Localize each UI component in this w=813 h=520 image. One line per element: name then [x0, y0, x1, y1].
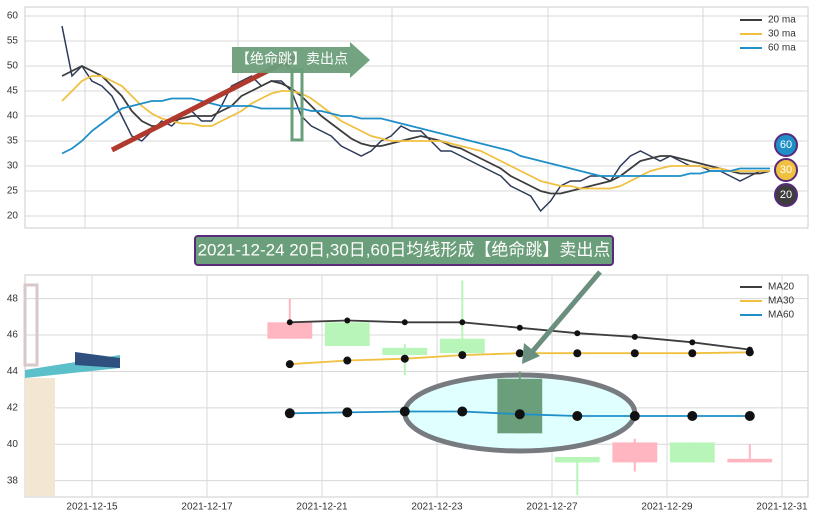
ma-dot — [459, 319, 466, 326]
end-badge — [774, 183, 798, 207]
ma-dot — [574, 330, 581, 337]
y-tick-label: 25 — [7, 186, 19, 197]
end-badge — [774, 158, 798, 182]
y-tick-label: 35 — [7, 136, 19, 147]
x-tick-label: 2021-12-15 — [66, 502, 118, 513]
end-badge — [774, 133, 798, 157]
y-tick-label: 44 — [7, 366, 19, 377]
ma-dot — [689, 339, 696, 346]
candle-body — [497, 378, 543, 434]
ma-line — [61, 75, 770, 190]
candle-body — [267, 322, 313, 339]
x-tick-label: 2021-12-21 — [296, 502, 348, 513]
ma-dot — [285, 360, 294, 369]
decor — [23, 283, 120, 496]
legend-label: MA30 — [768, 296, 795, 307]
x-tick-label: 2021-12-29 — [641, 502, 693, 513]
y-tick-label: 20 — [7, 211, 19, 222]
y-tick-label: 38 — [7, 475, 19, 486]
y-tick-label: 55 — [7, 36, 19, 47]
top-plot-area — [24, 6, 809, 229]
candle-body — [439, 338, 485, 354]
top-chart: 20 25 30 35 40 45 50 55 60 20 ma 30 ma 60 ma 60 30 20 — [7, 11, 808, 222]
bottom-plot-area — [24, 274, 809, 498]
candle-body — [669, 442, 715, 463]
y-tick-label: 40 — [7, 439, 19, 450]
ma-dot — [631, 333, 638, 340]
ma-dot — [629, 411, 640, 422]
candle-body — [324, 322, 370, 346]
ladder — [23, 283, 39, 367]
y-tick-label: 46 — [7, 330, 19, 341]
ma-dot — [744, 411, 755, 422]
candle-body — [727, 458, 773, 463]
top-annotation: 【绝命跳】卖出点 — [110, 42, 370, 153]
y-tick-label: 50 — [7, 61, 19, 72]
x-tick-label: 2021-12-23 — [411, 502, 463, 513]
y-tick-label: 42 — [7, 402, 19, 413]
x-tick-label: 2021-12-31 — [756, 502, 808, 513]
ma-dot — [399, 406, 410, 417]
legend-label: MA60 — [768, 310, 795, 321]
ma-dot — [343, 356, 352, 365]
trend-arrow — [110, 59, 287, 153]
end-badge-label: 60 — [780, 139, 792, 151]
ma-dot — [572, 411, 583, 422]
banner — [194, 235, 614, 266]
legend-label: MA20 — [768, 282, 795, 293]
candle-body — [554, 456, 600, 463]
x-tick-label: 2021-12-27 — [526, 502, 578, 513]
bottom-chart: 38 40 42 44 46 48 2021-12-15 2021-12-17 2021-12-… — [7, 275, 808, 513]
end-badge-label: 30 — [780, 164, 792, 176]
ma-line — [61, 97, 770, 177]
ma-line — [61, 64, 771, 195]
legend-label: 60 ma — [768, 43, 796, 54]
ma-dot — [573, 349, 582, 358]
ma-dot — [458, 351, 467, 360]
y-tick-label: 60 — [7, 11, 19, 22]
ma-dot — [687, 411, 698, 422]
y-tick-label: 40 — [7, 111, 19, 122]
ma-dot — [514, 409, 525, 420]
annotation-text: 【绝命跳】卖出点 — [236, 51, 348, 67]
ma-dot — [745, 348, 754, 357]
ma-dot — [284, 408, 295, 419]
ma-dot — [630, 349, 639, 358]
ma-dot — [400, 354, 409, 363]
ma-dot — [342, 407, 353, 418]
y-tick-label: 30 — [7, 161, 19, 172]
legend-label: 20 ma — [768, 15, 796, 26]
annotation-arrow — [232, 42, 370, 78]
ma-dot — [401, 319, 408, 326]
ma-dot — [457, 406, 468, 417]
banner-text: 2021-12-24 20日,30日,60日均线形成【绝命跳】卖出点 — [198, 240, 611, 259]
ma-dot — [516, 324, 523, 331]
candle-body — [382, 347, 428, 356]
legend-label: 30 ma — [768, 29, 796, 40]
ma-dot — [344, 317, 351, 324]
end-badge-label: 20 — [780, 189, 792, 201]
tower — [25, 378, 55, 496]
ma-dot — [515, 349, 524, 358]
ma-dot — [688, 349, 697, 358]
ma-dot — [286, 319, 293, 326]
x-tick-label: 2021-12-17 — [181, 502, 233, 513]
y-tick-label: 45 — [7, 86, 19, 97]
board-tip — [75, 352, 120, 368]
y-tick-label: 48 — [7, 293, 19, 304]
pointer-arrow — [530, 270, 602, 354]
candle-body — [612, 442, 658, 463]
pointer-head — [522, 343, 540, 364]
